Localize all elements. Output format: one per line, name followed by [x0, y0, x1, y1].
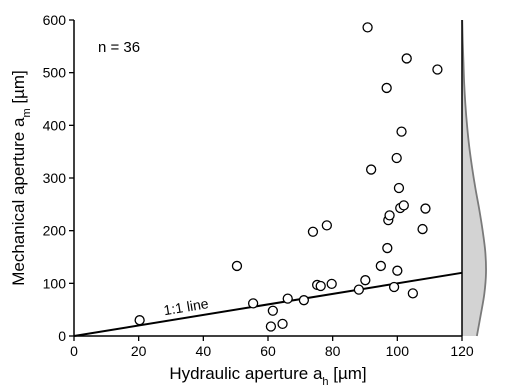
y-tick-label: 100	[43, 275, 67, 291]
data-point	[265, 321, 277, 332]
data-point	[393, 182, 405, 194]
data-point	[315, 280, 326, 292]
x-tick-label: 60	[260, 343, 276, 359]
labels: 1:1 line n = 36 Hydraulic aperture ah [µm]…	[9, 39, 367, 388]
data-point	[392, 265, 403, 276]
data-point	[401, 53, 412, 64]
reference-line-label: 1:1 line	[162, 295, 209, 318]
data-point	[388, 281, 400, 293]
data-point	[420, 203, 431, 214]
x-tick-label: 120	[450, 343, 474, 359]
data-point	[382, 242, 393, 254]
data-point	[396, 126, 407, 137]
data-point	[432, 64, 443, 75]
data-point	[353, 284, 365, 295]
data-point	[391, 152, 402, 164]
data-point	[134, 315, 145, 326]
x-tick-label: 20	[131, 343, 147, 359]
ticks: 0 20 40 60 80 100 120 0 100 200 300 400 500 600	[43, 12, 474, 359]
data-point	[365, 164, 377, 175]
data-point	[384, 210, 395, 221]
x-tick-label: 80	[325, 343, 341, 359]
data-point	[282, 293, 293, 304]
density-panel	[461, 19, 487, 337]
density-curve	[461, 19, 487, 337]
x-axis-label: Hydraulic aperture ah [µm]	[169, 364, 366, 385]
data-point	[417, 223, 428, 235]
data-point	[375, 260, 386, 272]
y-tick-label: 300	[43, 170, 67, 186]
data-point	[398, 200, 409, 211]
y-tick-label: 600	[43, 12, 67, 28]
data-point	[407, 288, 419, 299]
data-points	[134, 22, 443, 332]
data-point	[381, 82, 392, 94]
y-tick-label: 0	[58, 328, 66, 344]
y-tick-label: 400	[43, 117, 67, 133]
data-point	[321, 220, 332, 231]
y-tick-label: 200	[43, 223, 67, 239]
data-point	[307, 226, 319, 237]
data-point	[231, 260, 243, 272]
data-point	[247, 298, 259, 309]
data-point	[298, 295, 310, 306]
axes	[73, 20, 463, 337]
data-point	[277, 318, 288, 330]
data-point	[362, 22, 373, 33]
x-tick-label: 0	[70, 343, 78, 359]
y-tick-label: 500	[43, 65, 67, 81]
data-point	[360, 275, 371, 286]
sample-size-annotation: n = 36	[98, 39, 140, 56]
y-axis-label: Mechanical aperture am [µm]	[9, 70, 33, 286]
data-point	[326, 278, 337, 290]
density-fill	[462, 20, 487, 336]
x-tick-label: 100	[386, 343, 410, 359]
x-tick-label: 40	[196, 343, 212, 359]
data-point	[267, 305, 279, 316]
